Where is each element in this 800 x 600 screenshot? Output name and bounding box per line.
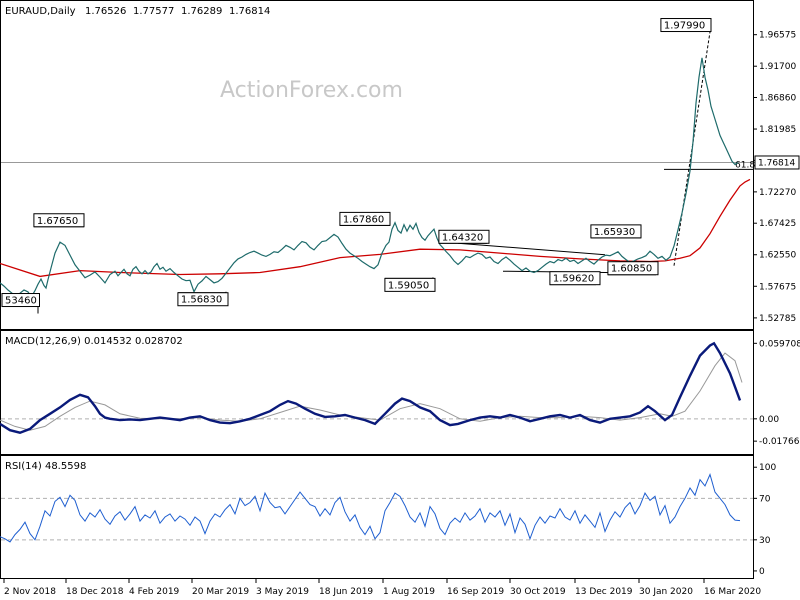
fib-level-label: 61.8 xyxy=(735,160,755,170)
level-label-8: 1.56830 xyxy=(177,291,229,307)
macd-panel xyxy=(0,330,754,455)
x-tick-label-7: 16 Sep 2019 xyxy=(447,587,504,597)
level-label-9: 53460 xyxy=(1,293,40,314)
rsi-line xyxy=(0,473,741,543)
price-y-tick-label-1: 1.91700 xyxy=(759,62,796,72)
x-tick-label-6: 1 Aug 2019 xyxy=(383,587,435,597)
chart-header-symbol: EURAUD,Daily xyxy=(5,6,76,17)
price-y-tick-label-6: 1.67425 xyxy=(759,219,796,229)
level-label-6-box xyxy=(607,261,659,276)
level-label-9-text: 53460 xyxy=(5,296,37,307)
macd-y-tick-label-2: -0.017661 xyxy=(759,437,800,447)
x-tick-label-3: 20 Mar 2019 xyxy=(192,587,249,597)
chart-header-close: 1.76814 xyxy=(229,6,270,17)
level-label-1-box xyxy=(33,213,85,228)
macd-y-tick-label-1: 0.00 xyxy=(759,415,779,425)
rsi-label: RSI(14) 48.5598 xyxy=(5,461,86,472)
level-label-6: 1.60850 xyxy=(607,261,659,276)
moving-average-line xyxy=(0,178,751,278)
macd-label: MACD(12,26,9) 0.014532 0.028702 xyxy=(5,336,183,347)
level-label-3-text: 1.64320 xyxy=(442,232,483,243)
price-y-tick-label-2: 1.86860 xyxy=(759,94,796,104)
price-y-tick-label-5: 1.72270 xyxy=(759,188,796,198)
level-label-7-text: 1.59050 xyxy=(388,280,429,291)
chart-header-open: 1.76526 xyxy=(85,6,126,17)
rsi-y-tick-label-0: 100 xyxy=(759,463,776,473)
level-label-7: 1.59050 xyxy=(384,277,436,292)
x-tick-label-11: 16 Mar 2020 xyxy=(704,587,761,597)
x-tick-label-4: 3 May 2019 xyxy=(256,587,309,597)
level-label-2-box xyxy=(339,211,391,226)
level-label-8-text: 1.56830 xyxy=(181,295,222,306)
rsi-y-axis: 100 70 30 0 xyxy=(753,463,776,577)
price-panel xyxy=(0,0,754,330)
current-price-tag: 1.76814 xyxy=(754,155,800,170)
price-y-tick-label-3: 1.81985 xyxy=(759,125,796,135)
level-labels: 1.97990 1.67650 1.67860 1.64320 1.65930 1.596… xyxy=(1,18,712,314)
macd-y-axis: 0.059708 0.00 -0.017661 xyxy=(753,339,800,447)
rsi-y-tick-label-2: 30 xyxy=(759,536,771,546)
level-label-0-text: 1.97990 xyxy=(664,21,705,32)
current-price-label: 1.76814 xyxy=(758,158,795,168)
level-label-3-box xyxy=(438,229,490,244)
trendline-0 xyxy=(457,242,606,256)
price-y-tick-label-0: 1.96575 xyxy=(759,31,796,41)
price-y-tick-label-7: 1.62550 xyxy=(759,251,796,261)
level-label-4-box xyxy=(590,224,642,239)
chart-header-low: 1.76289 xyxy=(181,6,222,17)
level-label-1-text: 1.67650 xyxy=(37,216,78,227)
rsi-panel xyxy=(0,455,754,579)
x-tick-label-2: 4 Feb 2019 xyxy=(129,587,180,597)
x-tick-label-10: 30 Jan 2020 xyxy=(639,587,693,597)
chart-header-high: 1.77577 xyxy=(133,6,174,17)
level-label-5: 1.59620 xyxy=(549,271,601,286)
x-tick-label-8: 30 Oct 2019 xyxy=(510,587,566,597)
level-label-0: 1.97990 xyxy=(660,18,712,33)
watermark: ActionForex.com xyxy=(220,78,403,103)
level-label-4: 1.65930 xyxy=(590,224,642,239)
level-label-8-box xyxy=(177,292,229,307)
level-label-5-text: 1.59620 xyxy=(553,274,594,285)
price-line xyxy=(0,57,739,298)
level-label-1: 1.67650 xyxy=(33,213,85,228)
level-label-7-box xyxy=(384,277,436,292)
price-y-tick-label-8: 1.57675 xyxy=(759,282,796,292)
level-label-4-text: 1.65930 xyxy=(594,227,635,238)
rsi-y-tick-label-3: 0 xyxy=(759,567,765,577)
x-axis: 2 Nov 2018 18 Dec 2018 4 Feb 2019 20 Mar 20… xyxy=(3,579,761,597)
x-tick-label-1: 18 Dec 2018 xyxy=(66,587,124,597)
x-tick-label-9: 13 Dec 2019 xyxy=(575,587,633,597)
level-label-9-box xyxy=(1,293,40,308)
x-tick-label-5: 18 Jun 2019 xyxy=(319,587,373,597)
level-label-2: 1.67860 xyxy=(339,211,391,226)
level-label-5-box xyxy=(549,271,601,286)
level-label-0-box xyxy=(660,18,712,33)
level-label-6-text: 1.60850 xyxy=(611,264,652,275)
level-label-3: 1.64320 xyxy=(438,229,490,244)
rsi-y-tick-label-1: 70 xyxy=(759,494,771,504)
macd-y-tick-label-0: 0.059708 xyxy=(759,339,800,349)
level-label-2-text: 1.67860 xyxy=(343,214,384,225)
macd-line xyxy=(0,341,742,434)
price-y-tick-label-9: 1.52785 xyxy=(759,314,796,324)
x-tick-label-0: 2 Nov 2018 xyxy=(4,587,56,597)
